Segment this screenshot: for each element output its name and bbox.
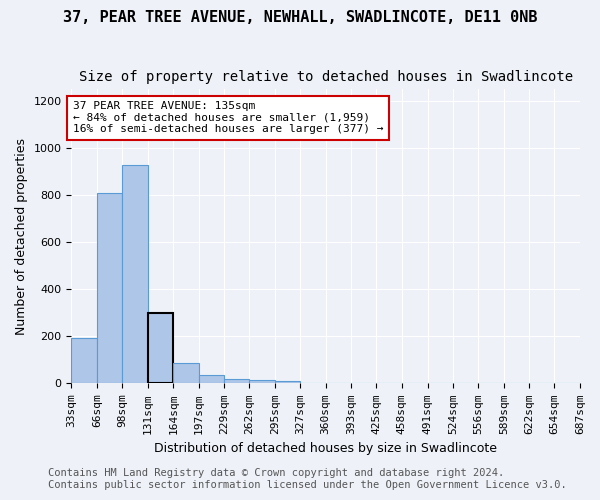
Text: 37 PEAR TREE AVENUE: 135sqm
← 84% of detached houses are smaller (1,959)
16% of : 37 PEAR TREE AVENUE: 135sqm ← 84% of det… — [73, 101, 383, 134]
Bar — [148, 313, 173, 384]
Bar — [97, 193, 122, 384]
Bar — [199, 374, 224, 384]
X-axis label: Distribution of detached houses by size in Swadlincote: Distribution of detached houses by size … — [154, 442, 497, 455]
Bar — [122, 164, 148, 384]
Text: Contains HM Land Registry data © Crown copyright and database right 2024.
Contai: Contains HM Land Registry data © Crown c… — [48, 468, 567, 490]
Bar — [224, 379, 250, 384]
Bar — [173, 364, 199, 384]
Text: 37, PEAR TREE AVENUE, NEWHALL, SWADLINCOTE, DE11 0NB: 37, PEAR TREE AVENUE, NEWHALL, SWADLINCO… — [63, 10, 537, 25]
Bar — [275, 381, 300, 384]
Bar — [71, 338, 97, 384]
Bar — [250, 380, 275, 384]
Y-axis label: Number of detached properties: Number of detached properties — [15, 138, 28, 335]
Title: Size of property relative to detached houses in Swadlincote: Size of property relative to detached ho… — [79, 70, 573, 84]
